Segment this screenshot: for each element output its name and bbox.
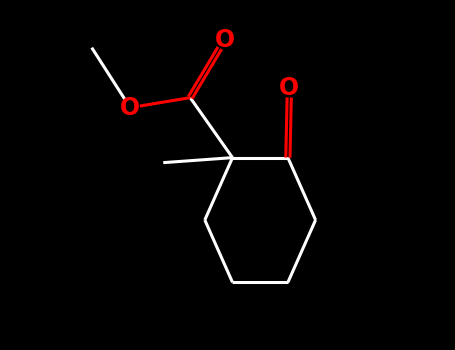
Text: O: O (215, 28, 235, 52)
Text: O: O (279, 76, 299, 100)
Text: O: O (120, 96, 140, 120)
